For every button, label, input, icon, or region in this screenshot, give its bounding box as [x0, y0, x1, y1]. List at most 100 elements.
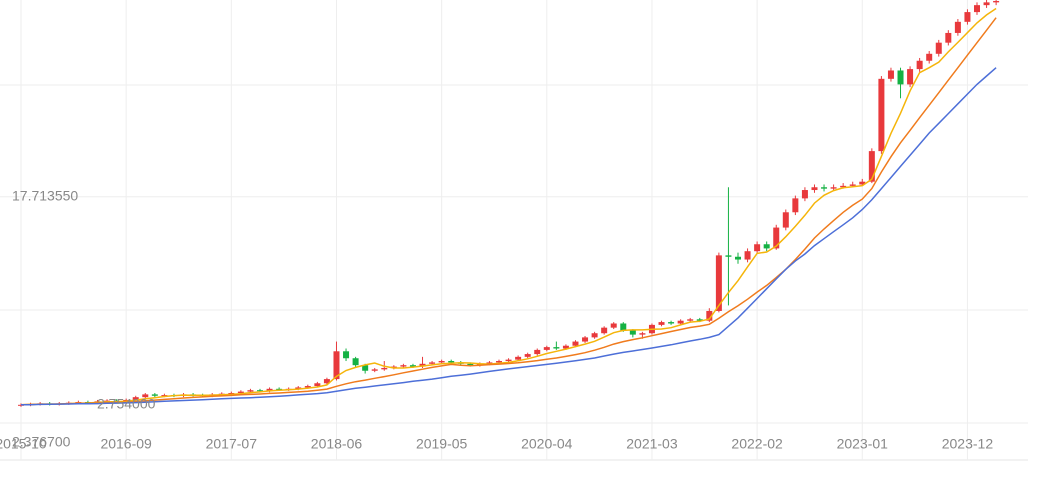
candle-body [409, 365, 416, 367]
candle-body [486, 362, 493, 364]
candle-body [887, 70, 894, 79]
candle-body [515, 356, 522, 360]
candle-body [620, 323, 627, 331]
candle-body [591, 333, 598, 338]
candle-body [18, 404, 24, 406]
candle-body [276, 388, 283, 390]
candle-body [964, 12, 971, 22]
candle-body [228, 392, 235, 394]
x-tick-label: 2023-01 [837, 436, 889, 452]
candle-body [237, 391, 244, 393]
candle-body [983, 2, 990, 6]
candle-body [572, 341, 579, 346]
candle-body [381, 367, 388, 370]
candle-body [801, 190, 808, 199]
x-tick-label: 2018-06 [311, 436, 363, 452]
candle-body [266, 388, 273, 391]
y-tick-label: 17.713550 [12, 187, 78, 203]
candle-body [400, 365, 407, 367]
candle-body [974, 5, 980, 13]
ma-line [20, 7, 997, 406]
x-tick-label: 2022-02 [731, 436, 783, 452]
x-tick-label: 2015-10 [0, 436, 47, 452]
candle-body [868, 151, 875, 182]
candle-body [295, 387, 302, 389]
candle-body [151, 394, 158, 396]
candle-body [639, 333, 646, 335]
candle-body [840, 185, 847, 188]
candle-body [658, 322, 665, 325]
candle-body [601, 327, 608, 334]
candle-body [993, 0, 1000, 3]
x-tick-label: 2017-07 [206, 436, 258, 452]
y-tick-label: 2.376700 [12, 434, 71, 450]
candle-body [562, 345, 569, 349]
candle-body [524, 354, 531, 357]
candle-body [859, 181, 866, 185]
mark-layer [18, 0, 1000, 407]
candle-body [677, 320, 684, 324]
ma-line [20, 67, 997, 406]
ma-line [20, 17, 997, 406]
candle-body [773, 227, 780, 249]
candle-body [161, 395, 168, 397]
x-tick-label: 2019-05 [416, 436, 468, 452]
candle-body [362, 365, 369, 371]
candle-body [132, 397, 139, 400]
candle-body [343, 351, 350, 359]
x-tick-label: 2016-09 [100, 436, 152, 452]
candle-body [323, 379, 330, 384]
candle-body [582, 337, 589, 342]
candle-body [496, 361, 502, 363]
candle-body [849, 184, 856, 186]
candle-body [830, 187, 837, 189]
candle-body [744, 251, 751, 260]
candle-body [419, 363, 426, 367]
candle-body [696, 319, 703, 321]
candle-body [104, 400, 111, 402]
candle-body [142, 394, 149, 398]
candle-body [782, 212, 789, 228]
candle-body [735, 256, 741, 260]
candle-body [754, 244, 761, 252]
candle-body [314, 383, 321, 387]
x-tick-label: 2023-12 [942, 436, 994, 452]
x-tick-label: 2021-03 [626, 436, 678, 452]
candle-body [878, 78, 885, 152]
candle-body [668, 322, 675, 324]
candle-body [304, 386, 311, 388]
annotation-label: 2.754000 [97, 395, 156, 411]
candle-body [629, 330, 636, 335]
candle-body [534, 349, 541, 355]
candle-body [954, 21, 961, 33]
candle-body [916, 60, 923, 70]
candle-body [467, 363, 474, 366]
x-tick-label: 2020-04 [521, 436, 573, 452]
candle-body [821, 187, 828, 189]
candle-body [897, 70, 904, 85]
candle-body [333, 351, 340, 380]
candle-body [438, 361, 445, 363]
candle-body [945, 32, 952, 43]
text-layer: 2.376700 17.713550 2015-10 2016-09 2017-07 20… [0, 187, 993, 451]
candle-body [371, 369, 378, 371]
candle-body [448, 361, 455, 363]
candle-body [763, 244, 770, 249]
candle-body [715, 255, 722, 311]
candle-body [553, 347, 560, 349]
candle-body [792, 198, 799, 213]
candle-body [429, 362, 436, 364]
candle-body [247, 390, 254, 392]
candle-body [352, 358, 359, 366]
candle-body [725, 255, 732, 257]
candle-body [907, 69, 914, 85]
candle-body [935, 42, 942, 54]
candle-body [926, 53, 933, 61]
candle-body [610, 323, 617, 328]
candle-body [687, 319, 694, 321]
candle-body [257, 390, 263, 392]
candle-body [811, 187, 818, 191]
candle-body [505, 359, 512, 362]
